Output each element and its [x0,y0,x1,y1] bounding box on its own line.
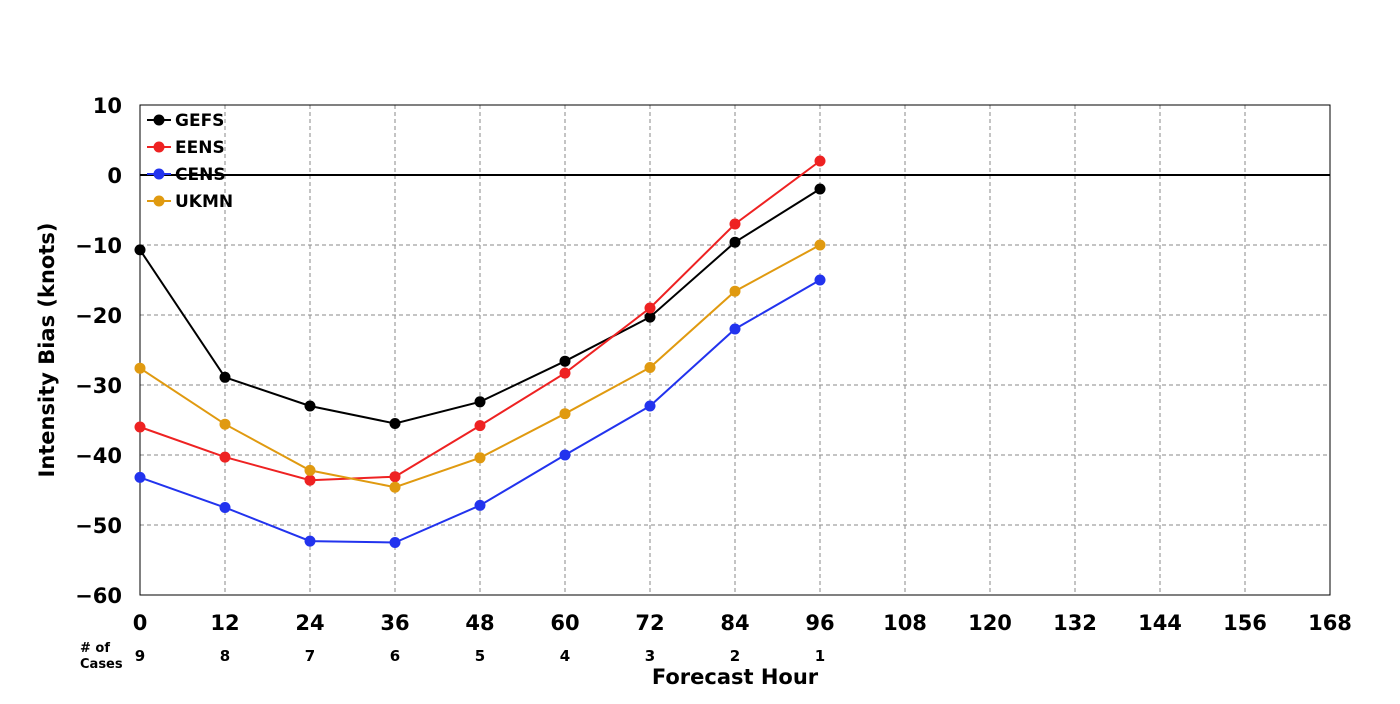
x-axis-label: Forecast Hour [652,665,819,689]
x-tick-label: 120 [968,611,1012,635]
data-point-cens [219,502,231,513]
data-point-ukmn [729,285,741,297]
x-tick-label: 60 [550,611,579,635]
plot-frame [139,104,1331,596]
y-tick-label: −10 [75,234,122,258]
cases-header-line1: # of [80,641,110,656]
x-tick-label: 168 [1308,611,1352,635]
legend-label-gefs: GEFS [175,111,224,131]
cases-header-line2: Cases [80,657,123,672]
x-tick-label: 72 [635,611,664,635]
y-tick-label: −40 [75,444,122,468]
cases-row: 9 8 7 6 5 4 3 2 1 [135,647,825,665]
x-tick-label: 48 [465,611,494,635]
data-point-eens [729,218,741,230]
data-point-gefs [389,418,401,429]
legend-marker-cens [153,168,165,180]
legend-label-cens: CENS [175,165,226,185]
data-point-ukmn [644,362,656,373]
x-tick-label: 24 [295,611,324,635]
legend: GEFS EENS CENS UKMN [147,111,233,212]
x-tick-label: 132 [1053,611,1097,635]
case-count-label: 8 [220,647,230,665]
x-tick-label: 12 [210,611,239,635]
data-point-gefs [219,371,231,383]
x-tick-label: 84 [720,611,749,635]
data-point-ukmn [474,452,486,464]
legend-marker-gefs [153,114,165,126]
case-count-label: 6 [390,647,400,665]
x-tick-label: 0 [133,611,148,635]
legend-label-eens: EENS [175,138,225,158]
data-point-cens [729,323,741,335]
data-point-gefs [559,355,571,367]
case-count-label: 1 [815,647,825,665]
y-tick-label: −20 [75,304,122,328]
case-count-label: 5 [475,647,485,665]
data-point-gefs [644,311,656,323]
x-tick-labels: 0 12 24 36 48 60 72 84 96 108 120 132 144 156 168 [133,611,1352,635]
data-point-eens [134,421,146,433]
x-tick-label: 108 [883,611,927,635]
x-tick-label: 144 [1138,611,1182,635]
data-point-eens [389,471,401,483]
legend-marker-eens [153,141,165,153]
data-point-eens [559,367,571,379]
case-count-label: 4 [560,647,570,665]
data-point-ukmn [304,464,316,476]
data-point-ukmn [814,239,826,251]
y-tick-label: −50 [75,514,122,538]
y-tick-label: 0 [107,164,122,188]
data-point-ukmn [219,418,231,430]
case-count-label: 9 [135,647,145,665]
data-point-cens [644,400,656,412]
case-count-label: 2 [730,647,740,665]
data-point-cens [474,499,486,511]
data-point-gefs [474,396,486,408]
data-point-cens [134,471,146,483]
data-point-eens [814,155,826,167]
series-group [134,155,826,548]
x-tick-label: 96 [805,611,834,635]
data-point-cens [304,535,316,547]
data-point-eens [474,420,486,432]
y-axis-label: Intensity Bias (knots) [35,223,59,478]
data-point-cens [814,274,826,286]
data-point-ukmn [559,408,571,420]
y-tick-label: 10 [93,94,122,118]
data-point-gefs [729,236,741,248]
x-tick-label: 36 [380,611,409,635]
data-point-gefs [304,400,316,412]
legend-label-ukmn: UKMN [175,192,233,212]
data-point-cens [559,449,571,461]
y-tick-label: −30 [75,374,122,398]
grid-lines [140,105,1330,595]
data-point-ukmn [134,362,146,374]
case-count-label: 3 [645,647,655,665]
data-point-gefs [134,244,146,256]
y-tick-labels: 10 0 −10 −20 −30 −40 −50 −60 [75,94,122,608]
data-point-gefs [814,183,826,195]
data-point-eens [644,302,656,314]
data-point-eens [304,474,316,486]
legend-marker-ukmn [153,195,165,207]
y-tick-label: −60 [75,584,122,608]
x-tick-label: 156 [1223,611,1267,635]
case-count-label: 7 [305,647,315,665]
data-point-eens [219,451,231,463]
data-point-cens [389,537,401,548]
data-point-ukmn [389,481,401,493]
